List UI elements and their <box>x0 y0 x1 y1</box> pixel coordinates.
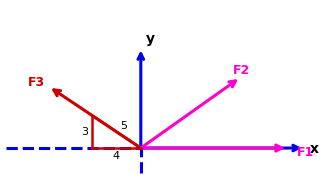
Text: 4: 4 <box>113 151 120 161</box>
Text: F1: F1 <box>297 146 314 159</box>
Text: y: y <box>146 32 155 46</box>
Text: F2: F2 <box>233 64 250 77</box>
Text: 5: 5 <box>121 121 128 131</box>
Text: Rectangular Components of a Force: Rectangular Components of a Force <box>12 13 308 28</box>
Text: 3: 3 <box>81 127 88 137</box>
Text: x: x <box>310 142 319 156</box>
Text: F3: F3 <box>28 76 45 89</box>
